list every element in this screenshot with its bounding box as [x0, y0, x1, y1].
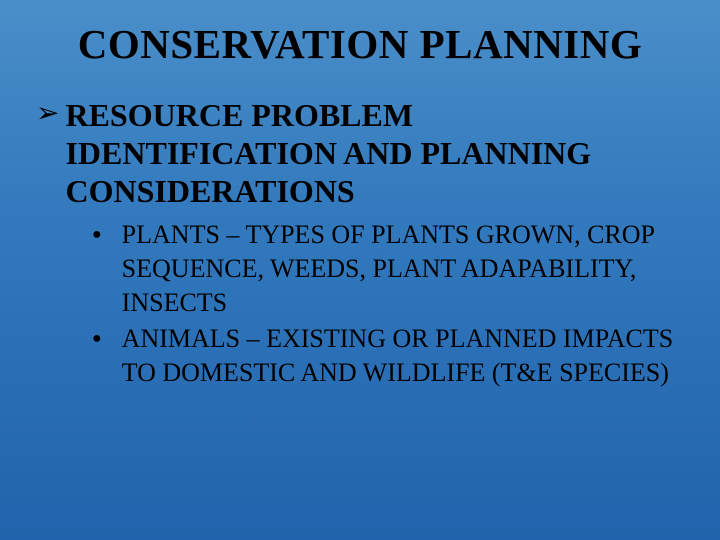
arrow-icon: ➢ [36, 96, 59, 132]
slide-title: CONSERVATION PLANNING [36, 20, 684, 68]
bullet-level2-text: PLANTS – TYPES OF PLANTS GROWN, CROP SEQ… [122, 218, 682, 320]
bullet-level2: ● ANIMALS – EXISTING OR PLANNED IMPACTS … [92, 322, 684, 390]
dot-icon: ● [92, 322, 102, 356]
bullet-level1: ➢ RESOURCE PROBLEM IDENTIFICATION AND PL… [36, 96, 684, 210]
bullet-level2-text: ANIMALS – EXISTING OR PLANNED IMPACTS TO… [122, 322, 682, 390]
bullet-level2: ● PLANTS – TYPES OF PLANTS GROWN, CROP S… [92, 218, 684, 320]
bullet-level1-text: RESOURCE PROBLEM IDENTIFICATION AND PLAN… [65, 96, 684, 210]
dot-icon: ● [92, 218, 102, 252]
slide: CONSERVATION PLANNING ➢ RESOURCE PROBLEM… [0, 0, 720, 540]
